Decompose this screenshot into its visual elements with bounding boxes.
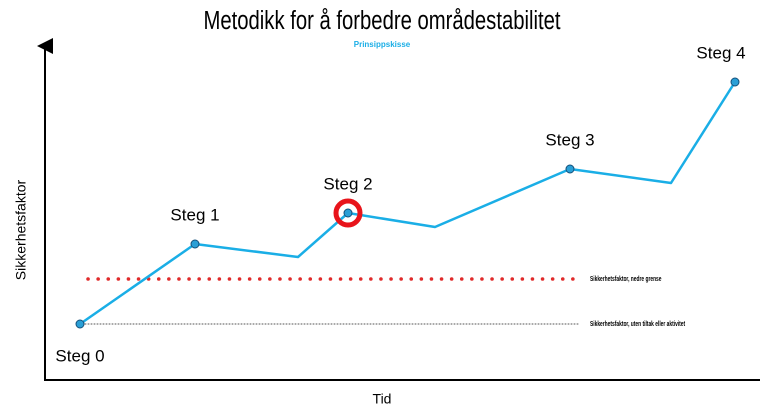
series-line	[79, 81, 737, 326]
point-label: Steg 0	[55, 346, 104, 365]
chart-subtitle: Prinsippskisse	[354, 40, 411, 49]
point-label: Steg 2	[323, 174, 372, 193]
y-axis-label: Sikkerhetsfaktor	[13, 179, 29, 280]
point-label: Steg 4	[696, 43, 745, 62]
point-marker	[190, 239, 200, 249]
x-axis-label: Tid	[373, 391, 392, 407]
chart-title: Metodikk for å forbedre områdestabilitet	[203, 5, 560, 34]
point-marker	[565, 164, 575, 174]
point-label: Steg 3	[545, 130, 594, 149]
point-marker	[343, 208, 353, 218]
point-marker	[730, 77, 740, 87]
reference-label: Sikkerhetsfaktor, nedre grense	[590, 276, 662, 283]
point-label: Steg 1	[170, 205, 219, 224]
highlight-ring	[333, 198, 363, 228]
point-marker	[75, 319, 85, 329]
reference-label: Sikkerhetsfaktor, uten tiltak eller akti…	[590, 321, 685, 328]
